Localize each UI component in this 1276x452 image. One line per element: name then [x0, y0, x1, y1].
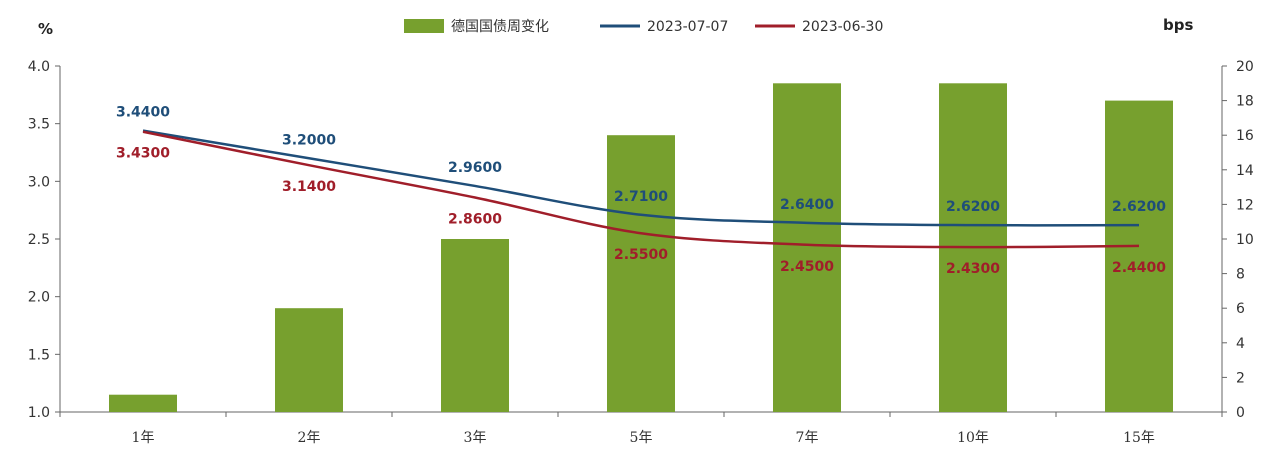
x-tick-label: 1年: [132, 430, 155, 446]
legend-label: 2023-06-30: [802, 19, 883, 35]
right-tick-label: 12: [1236, 197, 1254, 213]
series-line: [142, 129, 1140, 227]
data-label: 3.2000: [282, 132, 336, 148]
data-label: 2.6200: [946, 199, 1000, 215]
legend: 德国国债周变化 2023-07-07 2023-06-30: [404, 19, 883, 35]
data-label: 2.6200: [1112, 199, 1166, 215]
left-tick-label: 3.5: [28, 117, 50, 133]
data-label: 2.5500: [614, 247, 668, 263]
left-tick-label: 1.0: [28, 405, 50, 421]
data-label: 2.8600: [448, 211, 502, 227]
data-label: 2.9600: [448, 160, 502, 176]
right-tick-label: 14: [1236, 163, 1254, 179]
bar: [1105, 100, 1173, 412]
right-tick-label: 2: [1236, 370, 1245, 386]
bar: [275, 308, 343, 412]
bar: [773, 83, 841, 413]
left-tick-label: 1.5: [28, 347, 50, 363]
bar: [607, 135, 675, 412]
series-line: [142, 130, 1140, 249]
legend-label: 2023-07-07: [647, 19, 728, 35]
bars: [109, 83, 1173, 413]
x-tick-label: 2年: [298, 430, 321, 446]
data-label: 2.4400: [1112, 260, 1166, 276]
data-label: 2.4500: [780, 259, 834, 275]
lines: [142, 129, 1140, 249]
x-tick-label: 3年: [464, 430, 487, 446]
x-tick-label: 7年: [796, 430, 819, 446]
right-tick-label: 0: [1236, 405, 1245, 421]
left-axis-unit: %: [38, 20, 53, 38]
bar: [109, 394, 177, 412]
right-tick-label: 18: [1236, 94, 1254, 110]
data-label: 2.6400: [780, 197, 834, 213]
bar: [441, 239, 509, 412]
left-tick-label: 4.0: [28, 59, 50, 75]
legend-swatch: [404, 19, 444, 33]
right-tick-label: 8: [1236, 267, 1245, 283]
data-label: 2.7100: [614, 189, 668, 205]
left-tick-label: 2.5: [28, 232, 50, 248]
right-tick-label: 16: [1236, 128, 1254, 144]
data-label: 3.4400: [116, 105, 170, 121]
right-tick-label: 6: [1236, 301, 1245, 317]
data-label: 2.4300: [946, 261, 1000, 277]
x-tick-label: 15年: [1123, 430, 1155, 446]
left-tick-label: 2.0: [28, 290, 50, 306]
left-tick-label: 3.0: [28, 174, 50, 190]
right-tick-label: 10: [1236, 232, 1254, 248]
x-tick-label: 10年: [957, 430, 989, 446]
data-label: 3.4300: [116, 146, 170, 162]
right-tick-label: 20: [1236, 59, 1254, 75]
data-label: 3.1400: [282, 179, 336, 195]
legend-label: 德国国债周变化: [451, 19, 549, 35]
data-labels: 3.4400 3.2000 2.9600 2.7100 2.6400 2.6200 2.62…: [116, 105, 1166, 277]
right-axis-unit: bps: [1163, 16, 1193, 34]
right-tick-label: 4: [1236, 336, 1245, 352]
x-tick-label: 5年: [630, 430, 653, 446]
